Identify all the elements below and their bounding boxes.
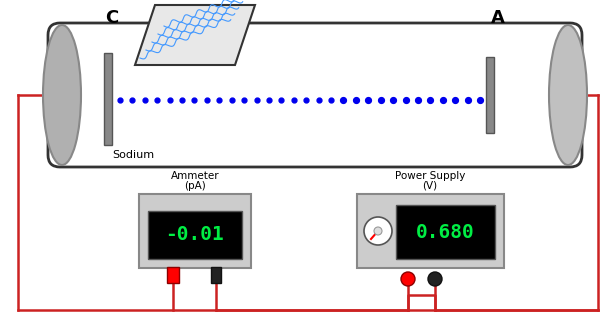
Circle shape — [401, 272, 415, 286]
Text: (V): (V) — [423, 181, 437, 191]
Bar — [486, 57, 494, 133]
Text: 0.680: 0.680 — [416, 222, 475, 241]
Polygon shape — [135, 5, 255, 65]
Circle shape — [428, 272, 442, 286]
Text: Power Supply: Power Supply — [395, 171, 465, 181]
Text: A: A — [491, 9, 505, 27]
Text: (pA): (pA) — [184, 181, 206, 191]
Bar — [167, 267, 179, 283]
FancyBboxPatch shape — [357, 194, 504, 268]
Bar — [148, 211, 242, 259]
Circle shape — [364, 217, 392, 245]
Bar — [396, 205, 495, 259]
Ellipse shape — [549, 25, 587, 165]
Text: Ammeter: Ammeter — [171, 171, 219, 181]
Bar — [104, 53, 112, 145]
Ellipse shape — [43, 25, 81, 165]
Circle shape — [374, 227, 382, 235]
Text: C: C — [105, 9, 119, 27]
Text: Sodium: Sodium — [112, 150, 154, 160]
FancyBboxPatch shape — [48, 23, 582, 167]
Bar — [211, 267, 221, 283]
Text: -0.01: -0.01 — [166, 225, 224, 244]
FancyBboxPatch shape — [139, 194, 251, 268]
